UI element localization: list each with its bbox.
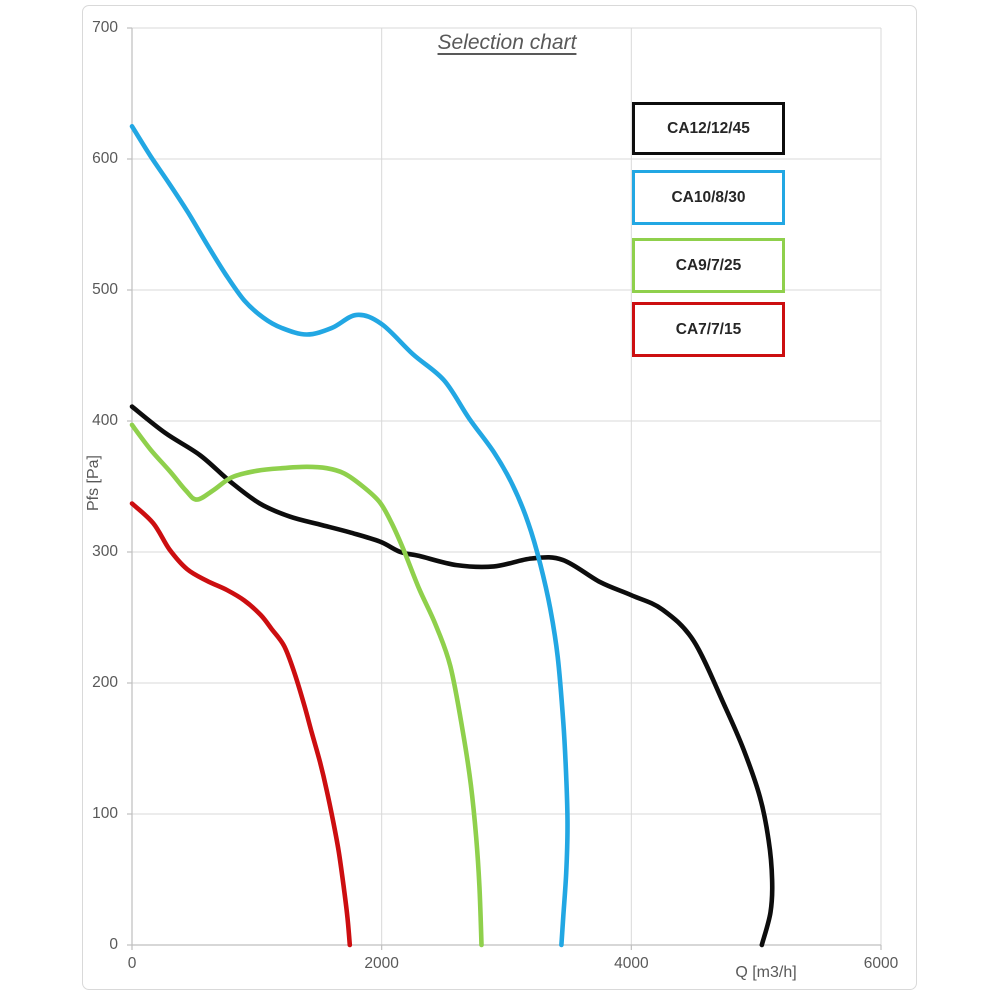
legend-item-ca7-7-15: CA7/7/15 bbox=[632, 302, 785, 357]
x-tick-label: 0 bbox=[127, 955, 137, 972]
x-tick-label: 4000 bbox=[614, 955, 649, 972]
series-curve-ca9-7-25 bbox=[129, 422, 484, 948]
series-curve-ca12-12-45 bbox=[129, 404, 775, 948]
x-tick-label: 2000 bbox=[364, 955, 399, 972]
series-curve-ca7-7-15 bbox=[129, 501, 353, 948]
y-tick-label: 300 bbox=[92, 543, 118, 560]
y-tick-label: 0 bbox=[109, 936, 118, 953]
legend-label: CA12/12/45 bbox=[667, 119, 750, 137]
y-tick-label: 100 bbox=[92, 805, 118, 822]
chart-title: Selection chart bbox=[437, 31, 577, 54]
legend-item-ca10-8-30: CA10/8/30 bbox=[632, 170, 785, 225]
legend-label: CA9/7/25 bbox=[675, 256, 742, 274]
y-tick-label: 700 bbox=[92, 19, 118, 36]
series-curve-ca10-8-30 bbox=[129, 124, 570, 948]
legend-label: CA7/7/15 bbox=[675, 320, 742, 338]
x-axis-title: Q [m3/h] bbox=[735, 964, 797, 981]
y-axis-title: Pfs [Pa] bbox=[85, 454, 102, 512]
y-tick-label: 200 bbox=[92, 674, 118, 691]
y-tick-label: 400 bbox=[92, 412, 118, 429]
legend-label: CA10/8/30 bbox=[671, 188, 746, 206]
legend-item-ca12-12-45: CA12/12/45 bbox=[632, 102, 785, 155]
x-tick-label: 6000 bbox=[863, 955, 899, 972]
legend-item-ca9-7-25: CA9/7/25 bbox=[632, 238, 785, 293]
chart-frame bbox=[82, 5, 917, 990]
y-tick-label: 500 bbox=[92, 281, 118, 298]
y-tick-label: 600 bbox=[92, 150, 118, 167]
